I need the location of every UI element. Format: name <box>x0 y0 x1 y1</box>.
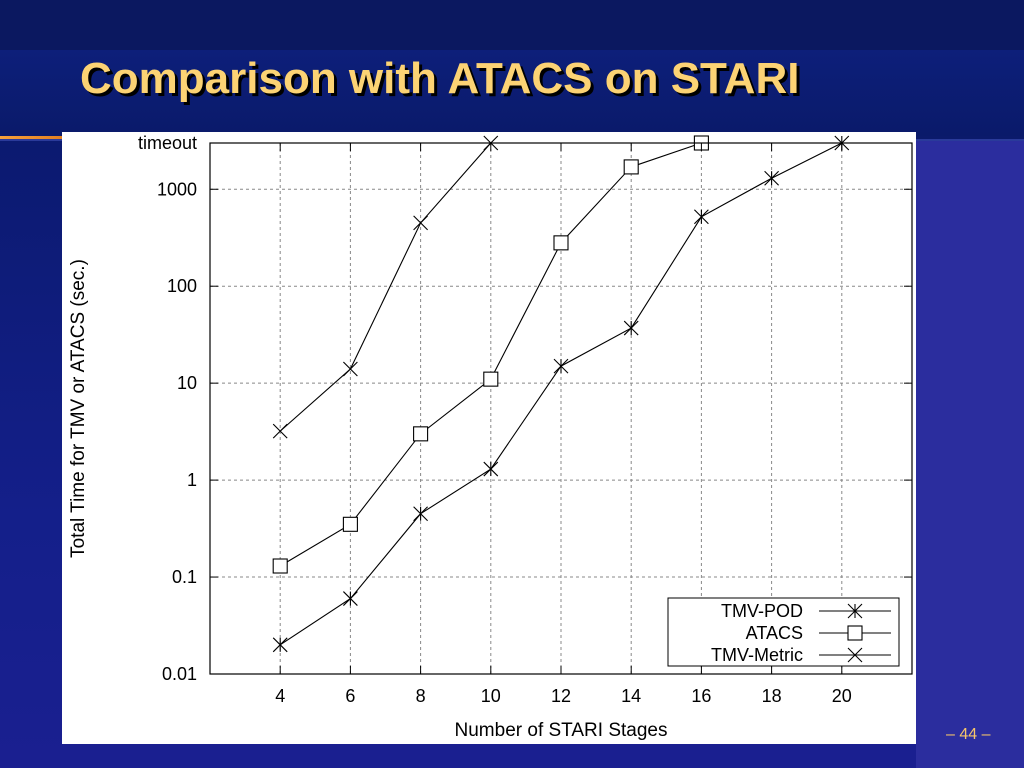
cross-marker <box>343 361 358 377</box>
y-tick-label: 0.01 <box>162 664 197 684</box>
square-marker <box>623 159 639 175</box>
slide-title: Comparison with ATACS on STARI <box>80 54 800 103</box>
square-marker <box>483 371 499 387</box>
top-band <box>0 0 1024 50</box>
y-tick-label: 1000 <box>157 179 197 199</box>
asterisk-marker <box>272 637 288 653</box>
square-marker <box>272 558 288 574</box>
asterisk-marker <box>343 591 358 606</box>
asterisk-marker <box>847 603 863 619</box>
legend-label: ATACS <box>746 623 803 643</box>
x-tick-label: 18 <box>762 686 782 706</box>
y-tick-label: timeout <box>138 133 197 153</box>
x-tick-label: 16 <box>691 686 711 706</box>
cross-marker <box>847 647 863 663</box>
square-marker <box>342 516 358 532</box>
asterisk-marker <box>764 170 779 186</box>
series-layer <box>272 135 850 653</box>
cross-marker <box>272 423 288 439</box>
x-tick-label: 14 <box>621 686 641 706</box>
chart-panel: 4 6 8 10 12 14 16 18 20 0.01 0.1 1 10 100 1000 timeout … <box>62 132 916 744</box>
asterisk-marker <box>623 320 639 336</box>
square-marker <box>413 426 429 442</box>
accent-rule <box>0 136 70 141</box>
asterisk-marker <box>694 209 709 225</box>
x-tick-label: 8 <box>416 686 426 706</box>
line-chart: 4 6 8 10 12 14 16 18 200.010.11101001000timeout … <box>68 133 913 741</box>
y-axis-label: Total Time for TMV or ATACS (sec.) <box>68 259 89 558</box>
x-tick-label: 10 <box>481 686 501 706</box>
grid-layer <box>210 142 912 675</box>
y-tick-label: 100 <box>167 276 197 296</box>
x-tick-label: 6 <box>345 686 355 706</box>
x-tick-label: 4 <box>275 686 285 706</box>
plot-border <box>209 142 913 675</box>
square-marker <box>553 235 569 251</box>
asterisk-marker <box>413 506 428 522</box>
series-atacs <box>272 135 709 574</box>
square-marker <box>847 625 863 641</box>
legend-entry: TMV-POD <box>721 601 891 621</box>
x-tick-label: 20 <box>832 686 852 706</box>
cross-marker <box>413 215 428 231</box>
asterisk-marker <box>553 358 569 374</box>
series-tmv-metric <box>272 135 499 439</box>
y-tick-label: 1 <box>187 470 197 490</box>
axis-layer: 4 6 8 10 12 14 16 18 20 0.01 0.1 1 10 100 1000 timeout <box>138 133 913 706</box>
x-axis-label: Number of STARI Stages <box>455 720 668 741</box>
series-line <box>279 142 492 432</box>
legend-label: TMV-POD <box>721 601 803 621</box>
y-tick-label: 0.1 <box>172 567 197 587</box>
right-side-panel <box>916 141 1024 768</box>
y-tick-label: 10 <box>177 373 197 393</box>
marker-stroke <box>272 423 288 439</box>
title-band <box>0 50 1024 136</box>
legend-entry: TMV-Metric <box>711 645 891 665</box>
marker-stroke <box>343 361 358 377</box>
asterisk-marker <box>483 461 499 477</box>
page-number: – 44 – <box>946 726 991 743</box>
legend-label: TMV-Metric <box>711 645 803 665</box>
marker-stroke <box>847 647 863 663</box>
legend-entry: ATACS <box>746 623 891 643</box>
marker-stroke <box>413 215 428 231</box>
x-tick-label: 12 <box>551 686 571 706</box>
series-tmv-pod <box>272 135 850 653</box>
